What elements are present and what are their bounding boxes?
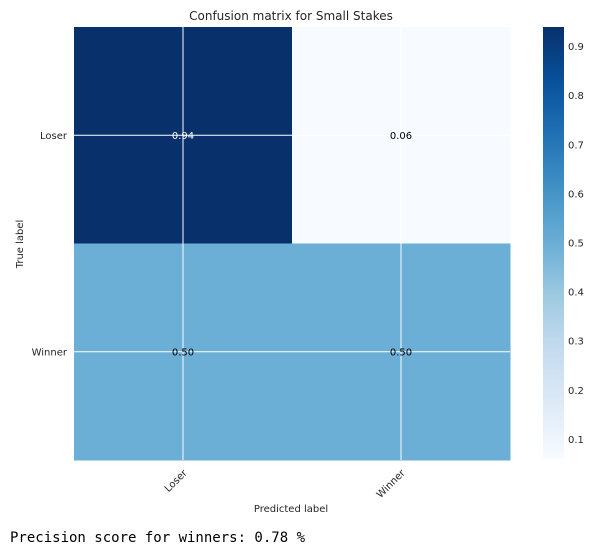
cell-value-label: 0.50: [172, 347, 194, 358]
colorbar-tick-label: 0.1: [568, 435, 584, 446]
colorbar-tick-label: 0.5: [568, 239, 584, 250]
y-tick-label: Loser: [40, 131, 68, 142]
grid-lines: [74, 27, 510, 460]
cell-value-label: 0.06: [390, 131, 412, 142]
colorbar-tick-label: 0.2: [568, 386, 584, 397]
colorbar-tick-label: 0.8: [568, 91, 584, 102]
y-axis-label: True label: [15, 220, 26, 270]
cell-labels: 0.94 0.06 0.50 0.50: [172, 131, 412, 359]
colorbar-ticks: 0.1 0.2 0.3 0.4 0.5 0.6 0.7 0.8 0.9: [568, 42, 584, 446]
cell-value-label: 0.94: [172, 131, 194, 142]
precision-score-text: Precision score for winners: 0.78 %: [10, 530, 306, 546]
x-tick-labels: Loser Winner: [163, 467, 408, 500]
x-axis-label: Predicted label: [254, 504, 328, 515]
colorbar-tick-label: 0.4: [568, 288, 584, 299]
chart-title: Confusion matrix for Small Stakes: [189, 9, 393, 23]
y-tick-labels: Loser Winner: [32, 131, 68, 359]
cell-value-label: 0.50: [390, 347, 412, 358]
colorbar-tick-label: 0.9: [568, 42, 584, 53]
colorbar-tick-label: 0.7: [568, 140, 584, 151]
confusion-matrix-figure: Confusion matrix for Small Stakes 0.94 0.…: [15, 9, 584, 515]
y-tick-label: Winner: [32, 347, 68, 358]
colorbar: [543, 27, 564, 459]
x-tick-label: Winner: [375, 467, 408, 500]
colorbar-tick-label: 0.6: [568, 189, 584, 200]
heatmap-cells: [74, 27, 511, 461]
colorbar-tick-label: 0.3: [568, 337, 584, 348]
x-tick-label: Loser: [163, 467, 190, 494]
